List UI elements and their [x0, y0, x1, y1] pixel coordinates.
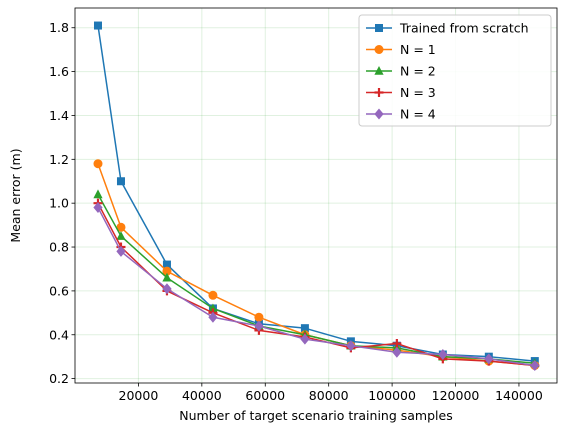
- data-point: [162, 283, 172, 295]
- legend-item: N = 2: [366, 64, 436, 79]
- data-point: [438, 348, 448, 360]
- legend-label: N = 2: [400, 64, 436, 79]
- data-point: [116, 177, 125, 186]
- y-tick-label: 1.4: [49, 108, 69, 123]
- legend-label: N = 3: [400, 85, 436, 100]
- legend-item: Trained from scratch: [366, 21, 529, 36]
- legend-label: N = 4: [400, 107, 436, 122]
- data-point: [392, 346, 402, 358]
- data-point: [300, 324, 309, 333]
- data-point: [208, 303, 218, 313]
- data-point: [484, 353, 494, 365]
- legend-item: N = 3: [366, 85, 436, 100]
- x-tick-label: 60000: [245, 388, 285, 403]
- data-point: [116, 245, 126, 257]
- legend-item: N = 4: [366, 107, 436, 122]
- legend-marker: [374, 108, 384, 120]
- x-tick-label: 40000: [182, 388, 222, 403]
- data-point: [530, 359, 540, 371]
- data-point: [300, 333, 310, 345]
- legend-marker: [374, 66, 384, 75]
- x-tick-label: 100000: [368, 388, 416, 403]
- ticks: 20000 40000 60000 80000 100000 120000 140000 0.…: [49, 20, 543, 403]
- data-point: [93, 189, 103, 199]
- data-point: [162, 260, 171, 269]
- series-5: [93, 202, 540, 371]
- y-tick-label: 0.4: [49, 327, 69, 342]
- data-point: [162, 266, 172, 276]
- x-tick-label: 80000: [309, 388, 349, 403]
- legend-label: Trained from scratch: [399, 21, 529, 36]
- y-tick-label: 1.0: [49, 196, 69, 211]
- data-point: [254, 312, 264, 322]
- legend-marker: [374, 88, 384, 97]
- data-point: [116, 222, 126, 232]
- data-point: [93, 21, 102, 30]
- data-point: [93, 159, 103, 169]
- x-tick-label: 120000: [432, 388, 480, 403]
- y-tick-label: 0.2: [49, 371, 69, 386]
- data-point: [208, 311, 218, 323]
- y-tick-label: 0.8: [49, 240, 69, 255]
- legend-marker: [374, 45, 384, 54]
- data-point: [208, 290, 218, 300]
- data-point: [392, 339, 402, 349]
- data-point: [162, 272, 172, 282]
- series-layer: [93, 21, 540, 371]
- x-tick-label: 20000: [119, 388, 159, 403]
- data-point: [254, 320, 264, 332]
- data-point: [346, 340, 356, 352]
- data-point: [116, 231, 126, 240]
- legend-label: N = 1: [400, 42, 436, 57]
- x-axis-label: Number of target scenario training sampl…: [179, 408, 452, 423]
- y-tick-label: 0.6: [49, 283, 69, 298]
- data-point: [93, 202, 103, 214]
- y-tick-label: 1.8: [49, 20, 69, 35]
- legend: Trained from scratch N = 1 N = 2 N = 3 N = 4: [358, 14, 552, 127]
- grid: [75, 8, 557, 383]
- x-tick-label: 140000: [495, 388, 543, 403]
- legend-item: N = 1: [366, 42, 436, 57]
- legend-box: [358, 14, 552, 127]
- y-tick-label: 1.2: [49, 152, 69, 167]
- legend-marker: [375, 24, 383, 32]
- y-axis-label: Mean error (m): [8, 148, 23, 242]
- plot-frame: [74, 7, 558, 384]
- y-tick-label: 1.6: [49, 64, 69, 79]
